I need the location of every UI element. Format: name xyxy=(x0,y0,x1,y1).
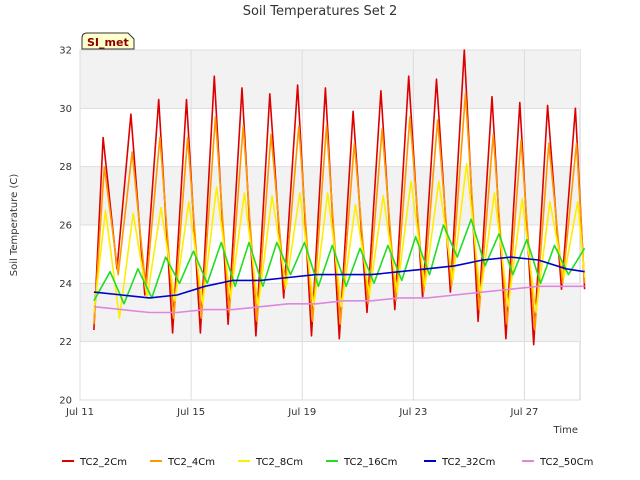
x-tick-label: Jul 23 xyxy=(398,407,427,418)
series-lines xyxy=(93,49,586,346)
y-tick-label: 22 xyxy=(59,337,72,348)
series-line-TC2_8Cm xyxy=(93,162,586,320)
y-axis-ticks: 20 22 24 26 28 30 32 xyxy=(59,46,72,407)
y-tick-label: 26 xyxy=(59,221,72,232)
legend-item-TC2_16Cm: TC2_16Cm xyxy=(326,457,397,468)
y-tick-label: 20 xyxy=(59,396,72,407)
series-line-TC2_16Cm xyxy=(93,218,586,305)
y-axis-label: Soil Temperature (C) xyxy=(9,174,20,277)
x-axis-ticks: Jul 11 Jul 15 Jul 19 Jul 23 Jul 27 xyxy=(65,407,538,418)
y-tick-label: 30 xyxy=(59,104,72,115)
x-tick-label: Jul 19 xyxy=(287,407,316,418)
legend-label: TC2_50Cm xyxy=(539,457,593,468)
site-badge-box xyxy=(81,32,135,50)
legend: TC2_2Cm TC2_4Cm TC2_8Cm TC2_16Cm TC2_32Cm TC2… xyxy=(62,457,593,468)
legend-label: TC2_8Cm xyxy=(255,457,303,468)
y-tick-label: 24 xyxy=(59,279,72,290)
series-line-TC2_4Cm xyxy=(93,93,586,331)
legend-label: TC2_2Cm xyxy=(79,457,127,468)
series-line-TC2_32Cm xyxy=(93,256,585,299)
legend-item-TC2_4Cm: TC2_4Cm xyxy=(150,457,215,468)
x-axis-label: Time xyxy=(553,425,578,436)
legend-label: TC2_32Cm xyxy=(441,457,495,468)
legend-item-TC2_2Cm: TC2_2Cm xyxy=(62,457,127,468)
x-tick-label: Jul 27 xyxy=(509,407,538,418)
y-tick-label: 28 xyxy=(59,162,72,173)
y-tick-label: 32 xyxy=(59,46,72,57)
x-tick-label: Jul 11 xyxy=(65,407,94,418)
series-line-TC2_50Cm xyxy=(93,285,585,314)
site-badge: SI_met xyxy=(81,32,135,50)
site-badge-label: SI_met xyxy=(87,36,129,49)
legend-label: TC2_4Cm xyxy=(167,457,215,468)
legend-item-TC2_50Cm: TC2_50Cm xyxy=(522,457,593,468)
legend-item-TC2_8Cm: TC2_8Cm xyxy=(238,457,303,468)
x-tick-label: Jul 15 xyxy=(176,407,205,418)
legend-item-TC2_32Cm: TC2_32Cm xyxy=(424,457,495,468)
chart-title: Soil Temperatures Set 2 xyxy=(243,4,398,19)
legend-label: TC2_16Cm xyxy=(343,457,397,468)
band-30 xyxy=(80,50,580,109)
series-line-TC2_2Cm xyxy=(93,49,586,346)
